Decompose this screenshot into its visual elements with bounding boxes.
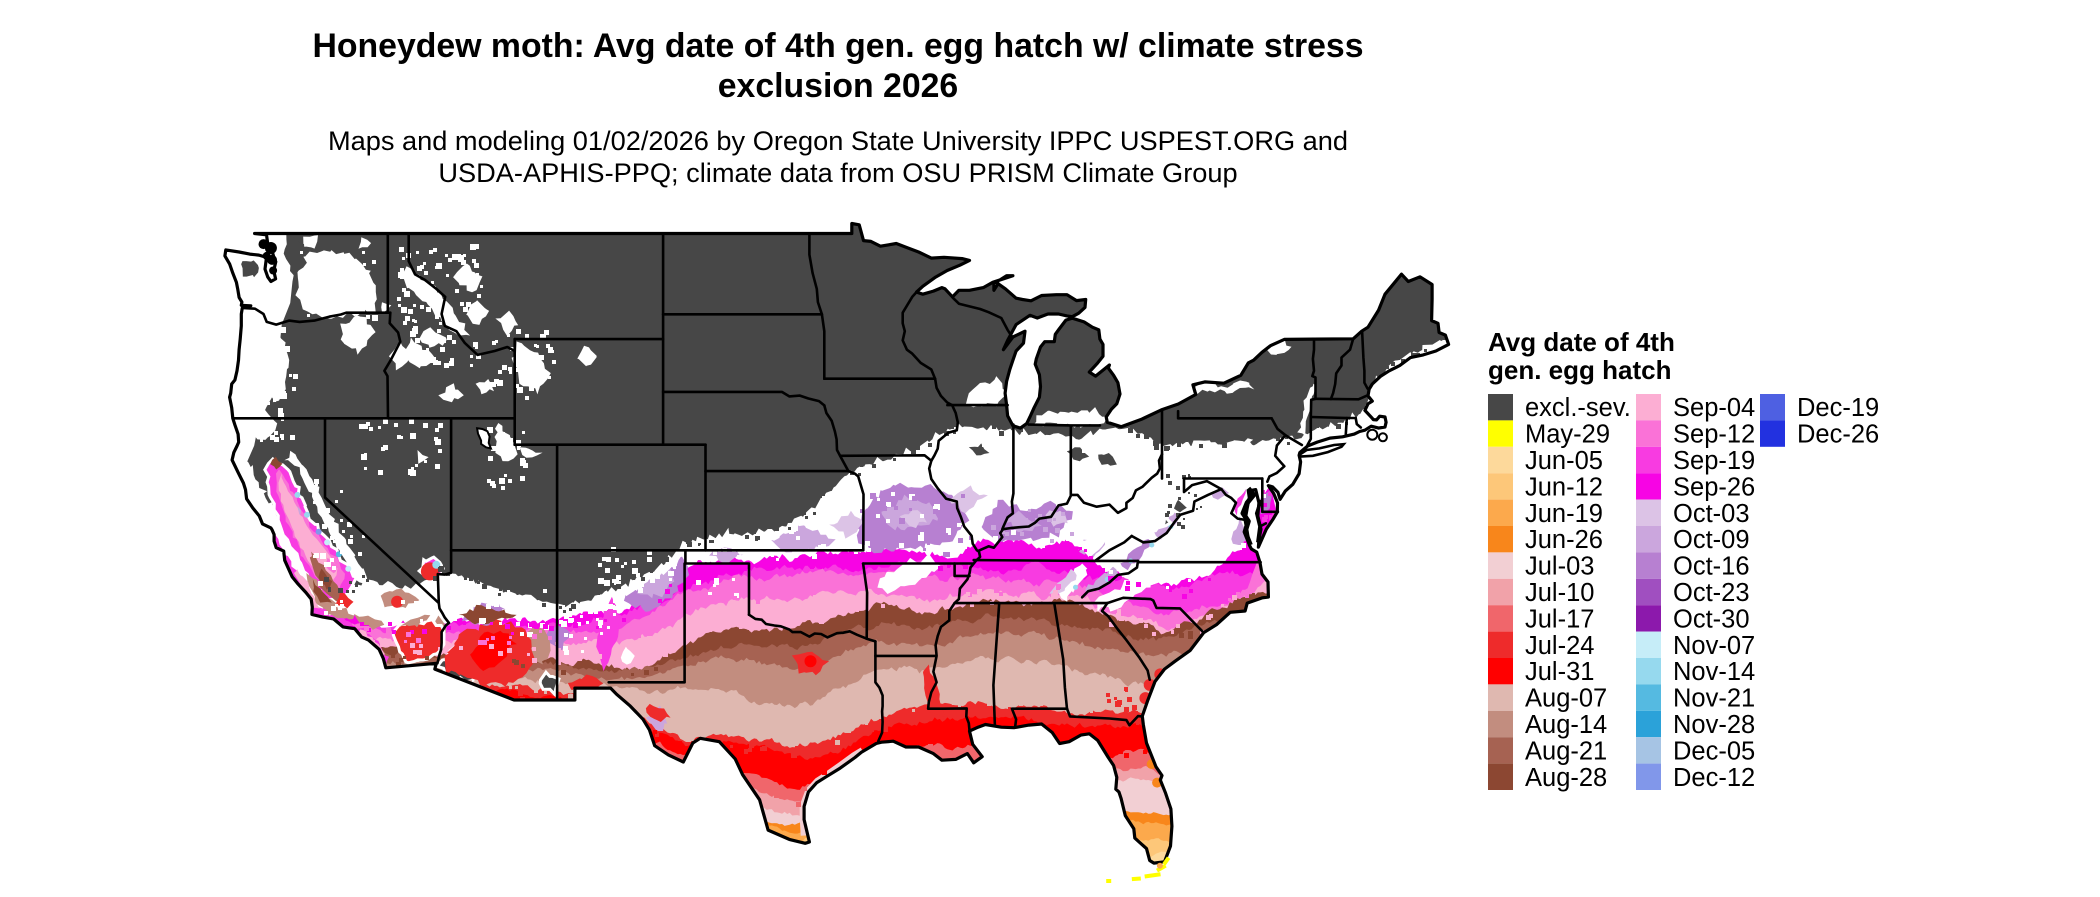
svg-text:Aug-28: Aug-28	[1525, 764, 1607, 792]
svg-text:Dec-12: Dec-12	[1673, 764, 1755, 792]
svg-text:Sep-12: Sep-12	[1673, 421, 1755, 449]
svg-text:Aug-21: Aug-21	[1525, 737, 1607, 765]
svg-text:USDA-APHIS-PPQ; climate data f: USDA-APHIS-PPQ; climate data from OSU PR…	[438, 157, 1237, 188]
svg-text:exclusion 2026: exclusion 2026	[718, 67, 958, 105]
svg-text:Oct-30: Oct-30	[1673, 605, 1750, 633]
svg-text:Jul-17: Jul-17	[1525, 605, 1594, 633]
svg-text:Jun-26: Jun-26	[1525, 526, 1603, 554]
svg-text:Aug-14: Aug-14	[1525, 711, 1607, 739]
svg-text:Nov-21: Nov-21	[1673, 685, 1755, 713]
svg-text:Dec-19: Dec-19	[1797, 394, 1879, 422]
svg-text:Jun-05: Jun-05	[1525, 447, 1603, 475]
svg-text:Sep-04: Sep-04	[1673, 394, 1755, 422]
svg-text:excl.-sev.: excl.-sev.	[1525, 394, 1631, 422]
svg-text:Jun-12: Jun-12	[1525, 473, 1603, 501]
svg-text:Maps and modeling 01/02/2026 b: Maps and modeling 01/02/2026 by Oregon S…	[328, 125, 1348, 156]
svg-text:Oct-09: Oct-09	[1673, 526, 1750, 554]
svg-text:Oct-16: Oct-16	[1673, 553, 1750, 581]
svg-text:Honeydew moth: Avg date of 4th: Honeydew moth: Avg date of 4th gen. egg …	[312, 27, 1363, 65]
svg-text:Jul-31: Jul-31	[1525, 658, 1594, 686]
svg-text:Nov-28: Nov-28	[1673, 711, 1755, 739]
svg-text:Jul-10: Jul-10	[1525, 579, 1594, 607]
svg-text:Oct-23: Oct-23	[1673, 579, 1750, 607]
svg-text:Sep-26: Sep-26	[1673, 473, 1755, 501]
svg-text:May-29: May-29	[1525, 421, 1610, 449]
svg-text:Dec-05: Dec-05	[1673, 737, 1755, 765]
svg-text:Avg date of 4th: Avg date of 4th	[1488, 327, 1675, 357]
svg-text:Nov-14: Nov-14	[1673, 658, 1755, 686]
svg-text:Jun-19: Jun-19	[1525, 500, 1603, 528]
svg-text:gen. egg hatch: gen. egg hatch	[1488, 355, 1671, 385]
svg-text:Dec-26: Dec-26	[1797, 421, 1879, 449]
svg-text:Oct-03: Oct-03	[1673, 500, 1750, 528]
svg-text:Aug-07: Aug-07	[1525, 685, 1607, 713]
svg-text:Sep-19: Sep-19	[1673, 447, 1755, 475]
svg-text:Nov-07: Nov-07	[1673, 632, 1755, 660]
svg-text:Jul-03: Jul-03	[1525, 553, 1594, 581]
svg-text:Jul-24: Jul-24	[1525, 632, 1594, 660]
